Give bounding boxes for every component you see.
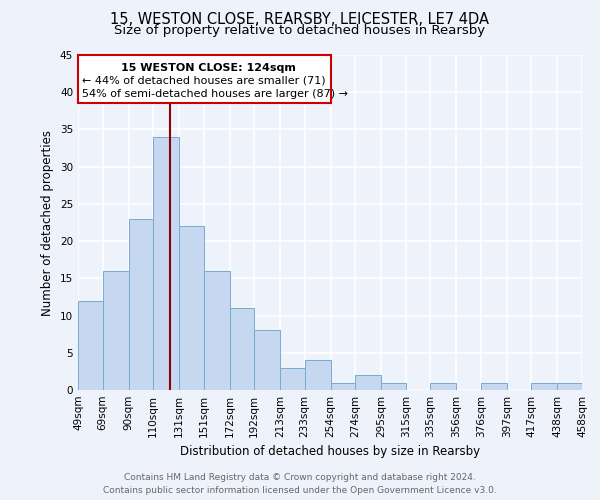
Text: 15 WESTON CLOSE: 124sqm: 15 WESTON CLOSE: 124sqm: [121, 63, 295, 73]
Bar: [331, 382, 355, 390]
Bar: [153, 137, 179, 390]
Y-axis label: Number of detached properties: Number of detached properties: [41, 130, 55, 316]
Bar: [128, 219, 153, 390]
Bar: [78, 300, 103, 390]
Text: 15, WESTON CLOSE, REARSBY, LEICESTER, LE7 4DA: 15, WESTON CLOSE, REARSBY, LEICESTER, LE…: [110, 12, 490, 28]
Bar: [280, 368, 305, 390]
Bar: [103, 271, 128, 390]
Bar: [254, 330, 280, 390]
Text: 54% of semi-detached houses are larger (87) →: 54% of semi-detached houses are larger (…: [82, 89, 347, 99]
FancyBboxPatch shape: [78, 55, 331, 104]
Text: ← 44% of detached houses are smaller (71): ← 44% of detached houses are smaller (71…: [82, 76, 325, 86]
Bar: [481, 382, 507, 390]
Text: Contains HM Land Registry data © Crown copyright and database right 2024.
Contai: Contains HM Land Registry data © Crown c…: [103, 473, 497, 495]
Bar: [179, 226, 203, 390]
Bar: [305, 360, 331, 390]
Bar: [430, 382, 457, 390]
Bar: [557, 382, 582, 390]
Bar: [203, 271, 230, 390]
Bar: [381, 382, 406, 390]
X-axis label: Distribution of detached houses by size in Rearsby: Distribution of detached houses by size …: [180, 446, 480, 458]
Bar: [230, 308, 254, 390]
Text: Size of property relative to detached houses in Rearsby: Size of property relative to detached ho…: [115, 24, 485, 37]
Bar: [355, 375, 381, 390]
Bar: [532, 382, 557, 390]
